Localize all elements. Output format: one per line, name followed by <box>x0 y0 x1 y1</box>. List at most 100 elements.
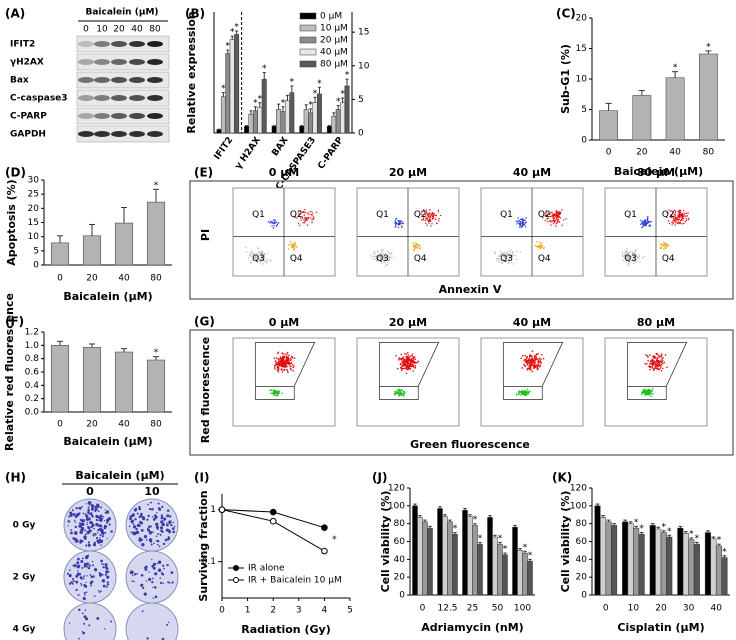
bar <box>452 534 458 596</box>
event-dot <box>649 392 652 394</box>
colony <box>161 637 165 640</box>
event-dot <box>276 365 279 368</box>
colony <box>90 521 94 525</box>
event-dot <box>377 256 379 258</box>
colony <box>139 514 143 517</box>
colony <box>156 528 159 530</box>
event-dot <box>400 357 403 360</box>
colony <box>92 575 95 578</box>
event-dot <box>289 367 292 370</box>
event-dot <box>277 370 280 373</box>
colony <box>132 523 135 526</box>
colony <box>86 575 88 577</box>
event-dot <box>315 211 318 213</box>
event-dot <box>507 260 510 262</box>
blot-band <box>147 131 163 137</box>
event-dot <box>681 217 684 219</box>
colony <box>77 593 80 596</box>
event-dot <box>517 217 519 219</box>
event-dot <box>408 364 411 366</box>
event-dot <box>622 259 624 262</box>
event-dot <box>404 391 406 393</box>
event-dot <box>520 357 522 360</box>
colony <box>74 532 78 535</box>
event-dot <box>533 357 536 359</box>
event-dot <box>255 256 257 258</box>
y-tick-label: 15 <box>28 218 39 228</box>
blot-band <box>94 77 110 83</box>
bar <box>611 525 618 596</box>
event-dot <box>292 249 295 251</box>
event-dot <box>556 214 559 217</box>
legend-swatch <box>299 24 317 32</box>
event-dot <box>402 222 405 225</box>
blot-band <box>78 113 94 119</box>
event-dot <box>675 222 677 224</box>
event-dot <box>311 215 313 217</box>
bar <box>220 96 226 134</box>
colony <box>70 529 73 532</box>
event-dot <box>621 255 624 257</box>
blot-band <box>78 77 94 83</box>
event-dot <box>557 213 560 216</box>
significance: * <box>340 90 345 100</box>
bar <box>326 126 332 134</box>
colony <box>90 526 93 529</box>
bar <box>472 525 478 596</box>
colony <box>72 513 76 516</box>
colony <box>103 524 107 528</box>
event-dot <box>539 365 541 368</box>
colony <box>157 560 162 564</box>
x-tick-label: 40 <box>669 148 681 158</box>
event-dot <box>257 256 259 259</box>
colony <box>73 519 76 522</box>
legend-label: IR + Baicalein 10 μM <box>248 576 342 586</box>
event-dot <box>537 353 539 355</box>
event-dot <box>439 214 442 217</box>
colony <box>133 525 137 529</box>
colony <box>106 510 108 513</box>
event-dot <box>307 216 310 219</box>
blot-band <box>111 77 127 83</box>
colony <box>83 591 86 594</box>
event-dot <box>399 363 402 366</box>
colony <box>148 577 152 581</box>
dish <box>63 498 117 552</box>
colony <box>136 523 141 528</box>
event-dot <box>277 366 280 369</box>
event-dot <box>298 212 300 215</box>
colony <box>128 525 131 528</box>
event-dot <box>292 243 294 245</box>
significance: * <box>226 42 231 52</box>
event-dot <box>540 361 543 364</box>
event-dot <box>409 368 412 370</box>
event-dot <box>671 221 673 223</box>
event-dot <box>673 219 676 222</box>
event-dot <box>557 211 559 213</box>
panel-label: (F) <box>5 315 24 329</box>
colony <box>154 514 156 517</box>
event-dot <box>649 368 651 371</box>
colony <box>74 514 78 518</box>
event-dot <box>663 246 666 248</box>
significance: * <box>689 529 694 539</box>
colony <box>97 510 100 513</box>
event-dot <box>251 251 254 253</box>
event-dot <box>503 255 505 257</box>
colony <box>156 539 159 542</box>
event-dot <box>385 258 388 261</box>
event-dot <box>525 358 528 361</box>
event-dot <box>406 355 409 358</box>
gate <box>627 342 688 400</box>
event-dot <box>533 367 535 370</box>
event-dot <box>271 392 274 395</box>
dose-label: 10 <box>96 25 108 35</box>
colony <box>67 525 69 527</box>
event-dot <box>521 222 524 224</box>
event-dot <box>417 245 419 247</box>
event-dot <box>651 392 654 395</box>
event-dot <box>412 370 414 372</box>
event-dot <box>292 365 295 367</box>
event-dot <box>662 244 664 246</box>
event-dot <box>407 368 409 371</box>
